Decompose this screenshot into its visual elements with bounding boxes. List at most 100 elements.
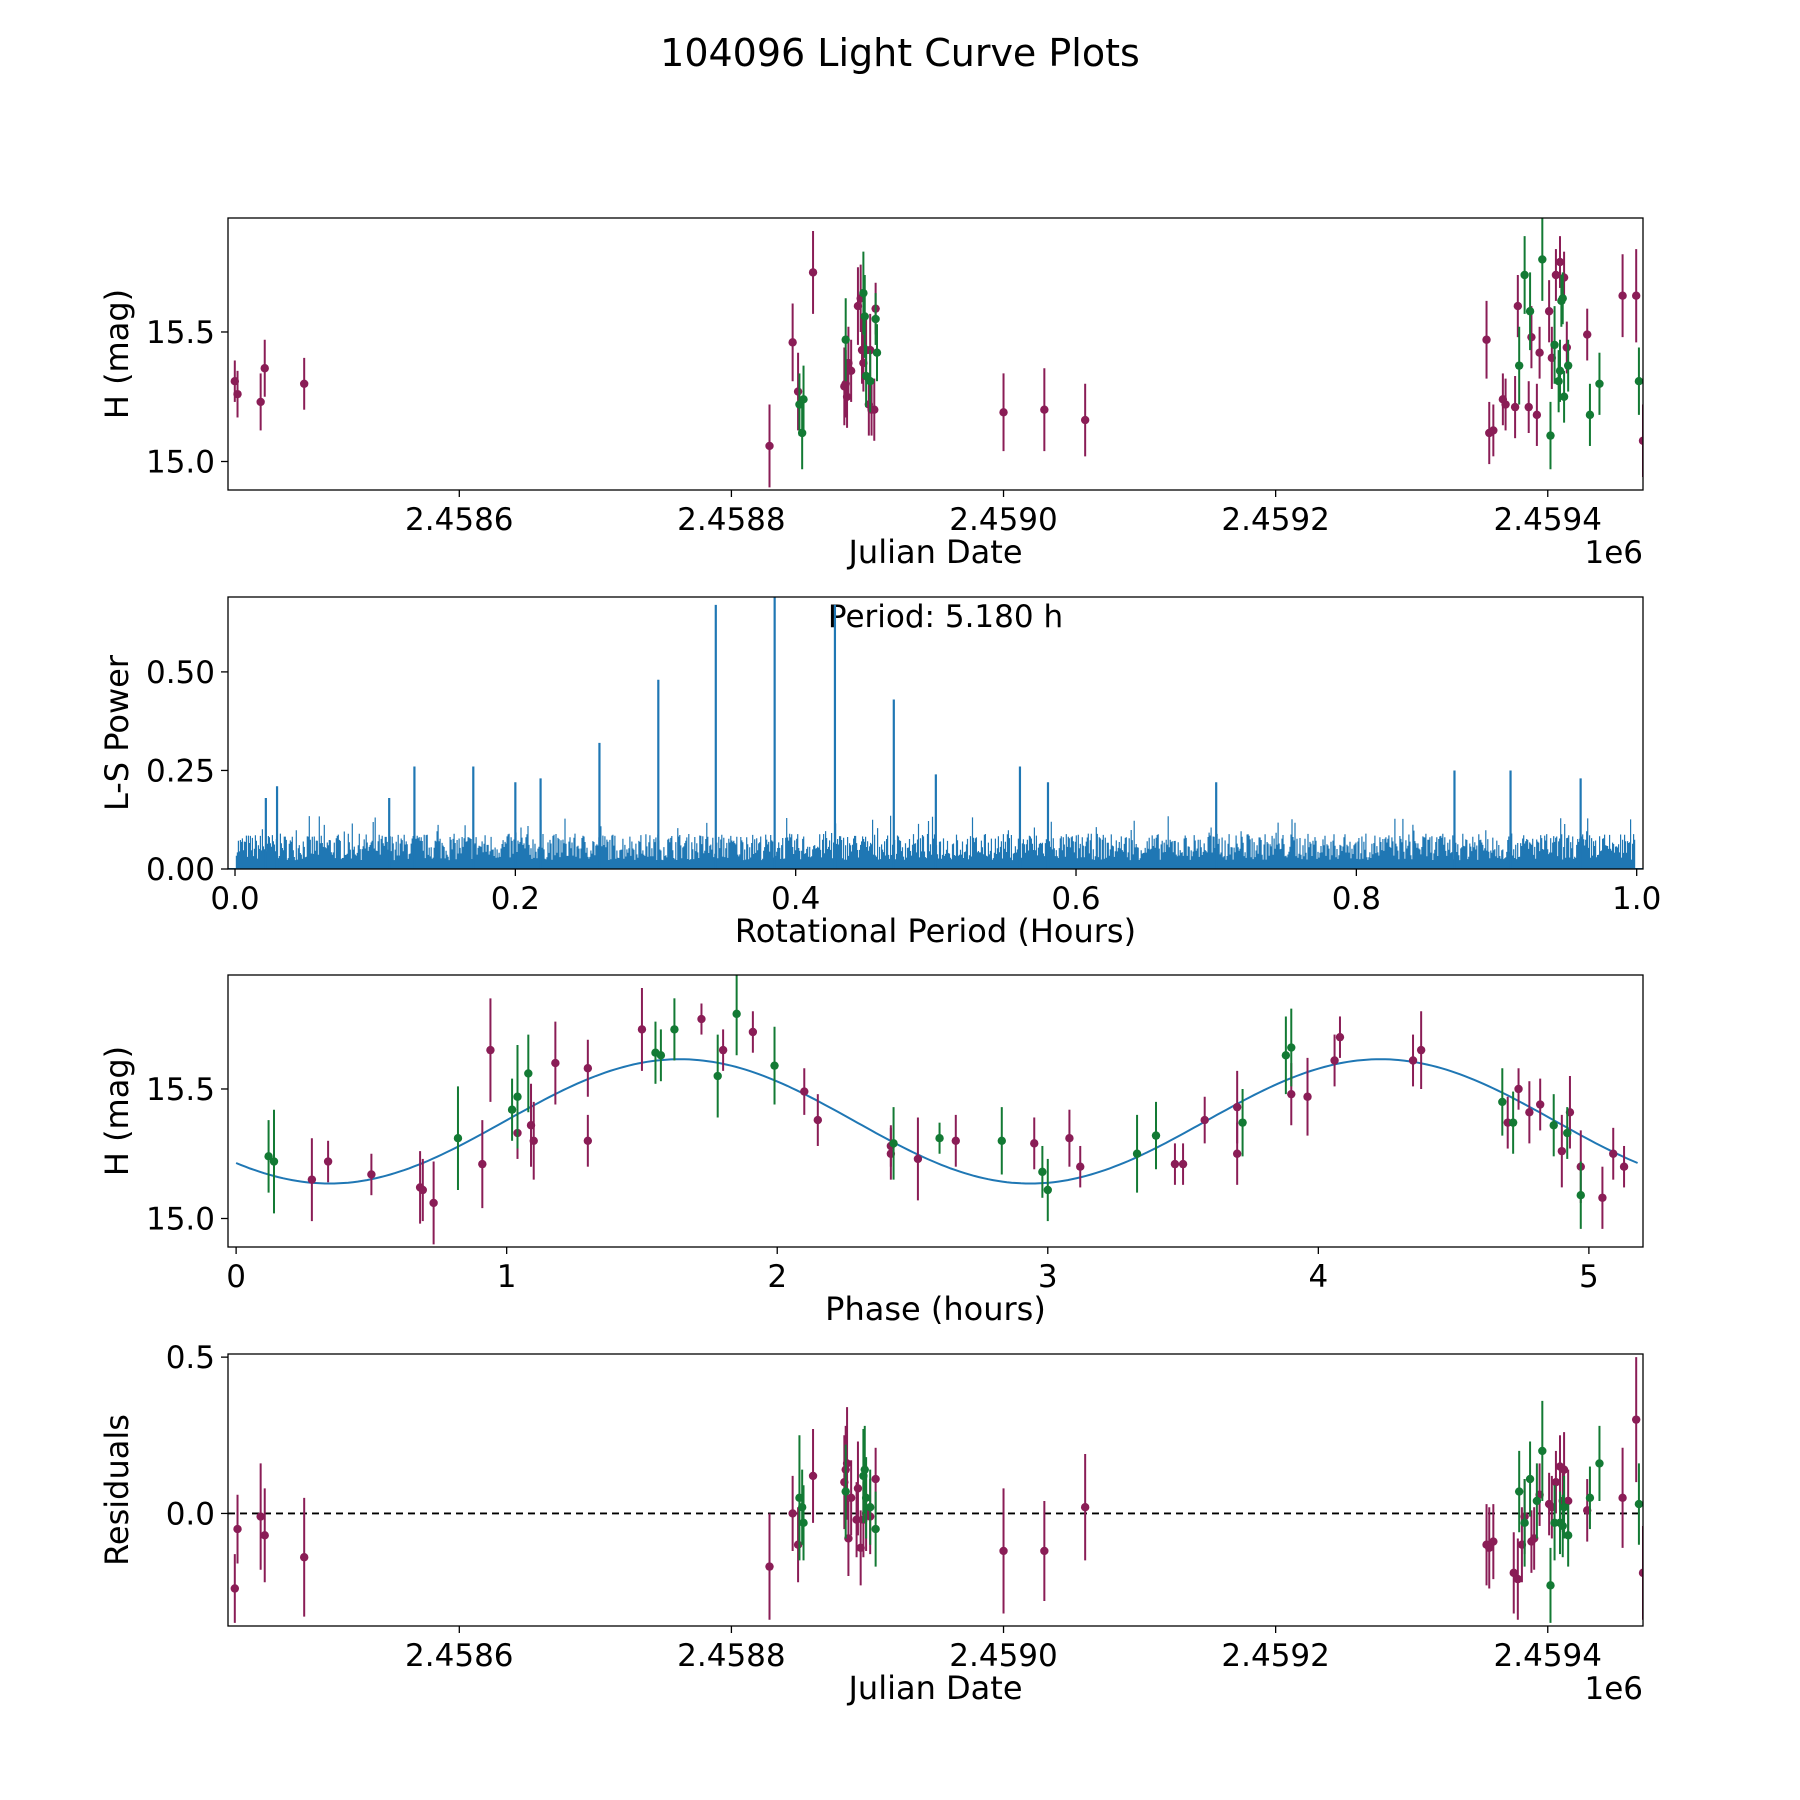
data-point: [860, 1465, 869, 1474]
data-point: [1080, 415, 1090, 425]
data-point: [1525, 307, 1535, 316]
data-point: [1232, 1149, 1242, 1158]
phased-axes-frame: [227, 974, 1644, 1248]
data-point: [1040, 1546, 1049, 1556]
data-point: [1609, 1149, 1618, 1158]
data-point: [1482, 335, 1491, 344]
data-point: [1303, 1092, 1312, 1101]
data-point: [1595, 1459, 1604, 1468]
data-point: [799, 1518, 808, 1528]
data-point: [1538, 255, 1547, 264]
period-annotation: Period: 5.180 h: [828, 599, 1063, 635]
data-point: [1634, 377, 1643, 386]
lightcurve-data-layer: [230, 218, 1643, 488]
data-point: [1513, 301, 1523, 311]
data-point: [1080, 1502, 1090, 1512]
data-point: [1335, 1032, 1345, 1042]
data-point: [865, 377, 875, 386]
data-point: [1563, 361, 1573, 370]
data-point: [1132, 1149, 1142, 1158]
data-point: [256, 1512, 265, 1521]
data-point: [859, 288, 868, 298]
lightcurve-y-axis-label: H (mag): [98, 289, 136, 419]
x-tick-label: 2: [767, 1259, 787, 1295]
data-point: [797, 1502, 807, 1512]
y-tick-label: 15.5: [146, 1072, 215, 1108]
data-point: [1489, 1537, 1498, 1546]
x-tick-label: 0.6: [1051, 881, 1100, 917]
data-point: [233, 1524, 242, 1534]
data-point: [1558, 1521, 1567, 1531]
data-point: [913, 1154, 923, 1164]
data-point: [1527, 332, 1536, 342]
data-point: [788, 1509, 797, 1518]
data-point: [999, 408, 1008, 417]
x-tick-label: 5: [1579, 1259, 1599, 1295]
data-point: [1576, 1190, 1585, 1200]
data-point: [1200, 1115, 1209, 1125]
data-point: [808, 1471, 818, 1481]
data-point: [951, 1136, 960, 1145]
data-point: [1634, 1499, 1643, 1509]
data-point: [846, 366, 856, 376]
x-tick-label: 0.8: [1332, 881, 1381, 917]
data-point: [1551, 270, 1561, 280]
data-point: [1287, 1043, 1296, 1052]
data-point: [486, 1045, 495, 1055]
data-point: [269, 1157, 279, 1166]
data-point: [713, 1071, 722, 1081]
data-point: [1549, 1121, 1558, 1130]
x-tick-label: 2.4592: [1221, 502, 1329, 538]
data-point: [1585, 410, 1595, 420]
x-tick-label: 0.0: [210, 881, 259, 917]
x-tick-label: 0.2: [491, 881, 540, 917]
y-tick-label: 0.00: [146, 852, 215, 888]
data-point: [1151, 1131, 1161, 1140]
data-point: [670, 1025, 679, 1034]
data-point: [1532, 410, 1542, 420]
data-point: [853, 1484, 863, 1493]
data-point: [524, 1069, 533, 1078]
figure-title: 104096 Light Curve Plots: [660, 31, 1140, 75]
x-tick-label: 2.4586: [405, 1638, 513, 1674]
data-point: [1065, 1134, 1074, 1143]
data-point: [1618, 291, 1627, 300]
data-point: [1598, 1193, 1607, 1202]
x-tick-label: 1: [497, 1259, 517, 1295]
data-point: [1551, 1477, 1561, 1487]
data-point: [871, 1474, 880, 1484]
data-point: [841, 335, 850, 344]
data-point: [1585, 1493, 1595, 1503]
data-point: [1631, 291, 1641, 300]
data-point: [256, 397, 265, 407]
data-point: [860, 312, 869, 321]
data-point: [429, 1198, 438, 1208]
residuals-panel: Julian Date Residuals 1e6 2.4586 2.4588 2.…: [98, 1340, 1644, 1707]
y-tick-label: 0.25: [146, 753, 215, 789]
lightcurve-panel: Julian Date H (mag) 1e6 2.4586 2.4588 2.45…: [98, 217, 1644, 571]
data-point: [418, 1185, 427, 1195]
residuals-axes-frame: [227, 1353, 1644, 1627]
data-point: [656, 1051, 666, 1060]
x-tick-label: 2.4594: [1494, 502, 1602, 538]
periodogram-data-layer: [228, 597, 1643, 869]
data-point: [765, 1562, 774, 1571]
data-point: [865, 1502, 875, 1512]
data-point: [793, 387, 803, 396]
data-point: [841, 1487, 850, 1496]
lightcurve-x-offset-label: 1e6: [1584, 535, 1643, 571]
data-point: [1040, 405, 1049, 414]
data-point: [1563, 1496, 1573, 1506]
data-point: [1510, 402, 1520, 412]
data-point: [1638, 436, 1643, 445]
data-point: [478, 1159, 487, 1169]
data-point: [1559, 1465, 1569, 1474]
x-tick-label: 2.4594: [1494, 1638, 1602, 1674]
data-point: [935, 1134, 944, 1143]
fit-curve: [235, 1058, 1638, 1185]
x-tick-label: 0.4: [771, 881, 820, 917]
data-point: [1520, 270, 1529, 280]
data-point: [865, 345, 875, 355]
data-point: [1514, 1084, 1523, 1094]
data-point: [260, 364, 269, 373]
